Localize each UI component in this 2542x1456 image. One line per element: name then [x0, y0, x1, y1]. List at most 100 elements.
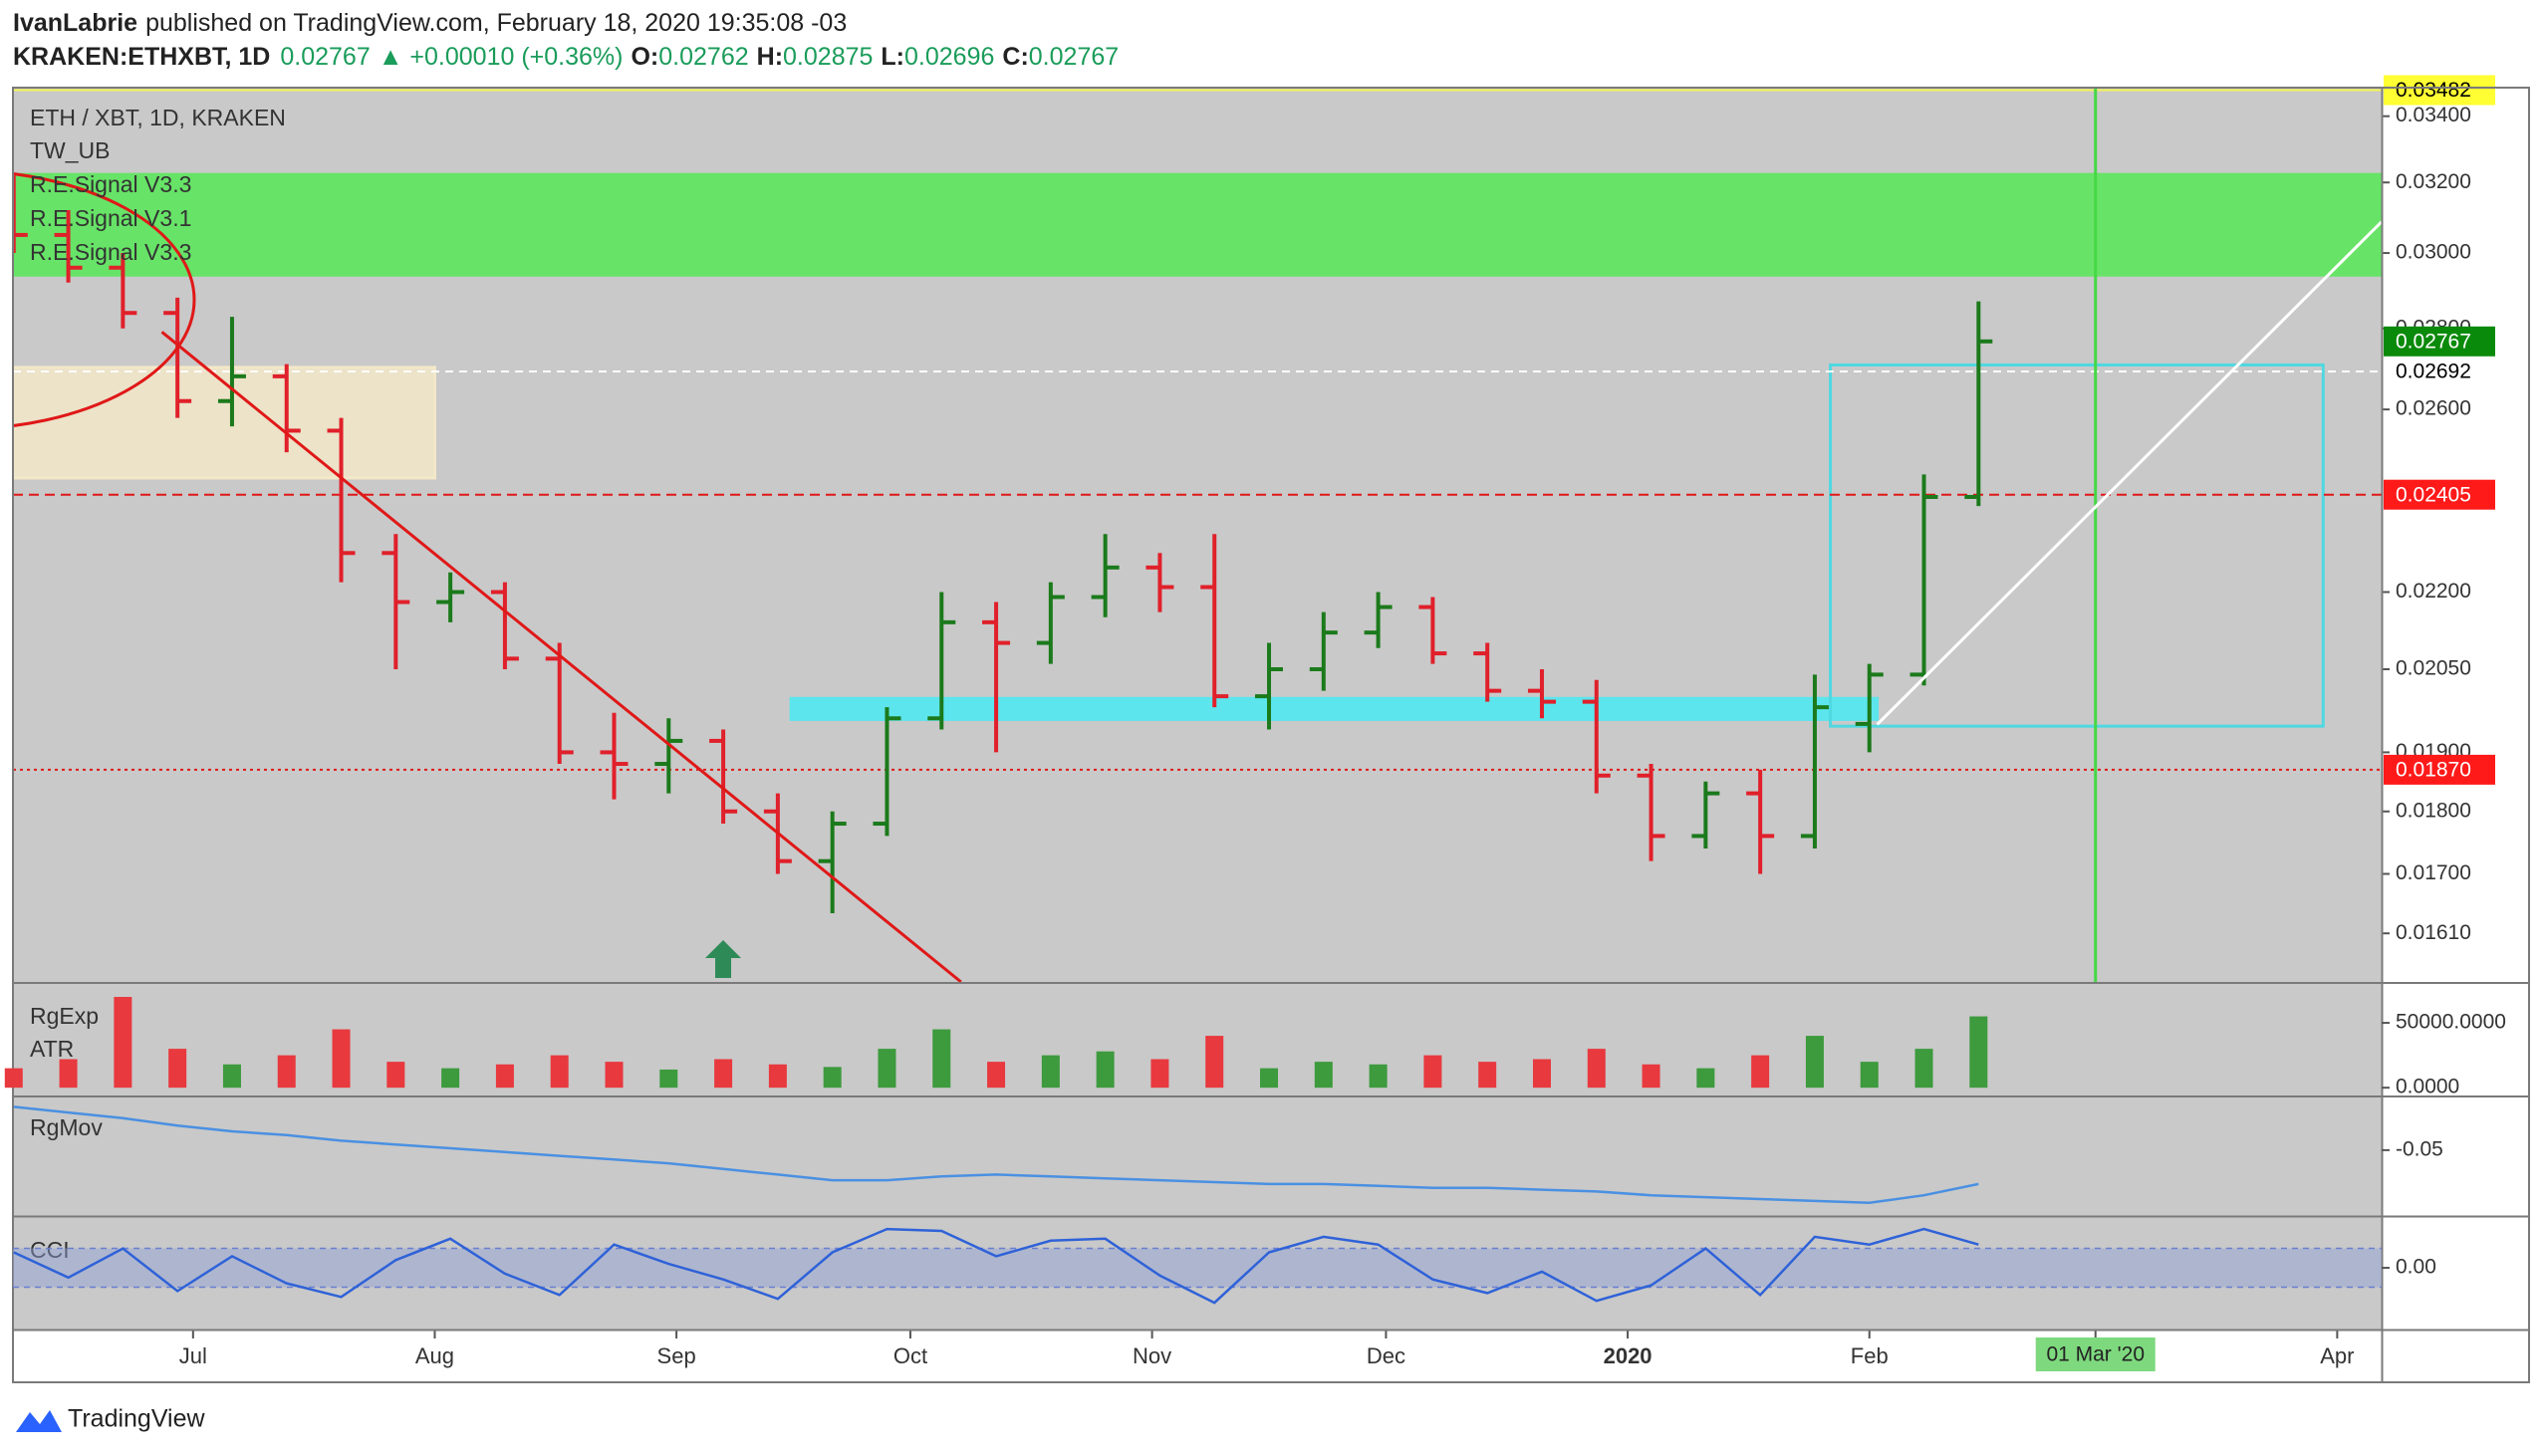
x-tick-label: Dec	[1367, 1343, 1405, 1368]
x-tick-label: Apr	[2320, 1343, 2354, 1368]
indicator-label: R.E.Signal V3.3	[30, 239, 191, 265]
volume-bar	[1805, 1036, 1824, 1089]
ohlc-value: 0.02875	[783, 43, 873, 71]
price-label: 0.02405	[2396, 483, 2471, 506]
volume-bar	[1478, 1062, 1497, 1089]
ohlc-label: L:	[881, 43, 904, 71]
price-label-box	[2384, 356, 2495, 386]
time-label-box	[2035, 1337, 2156, 1371]
header-line: IvanLabrie published on TradingView.com, …	[13, 9, 847, 37]
indicator-line	[13, 1105, 1979, 1205]
ohlc-value: 0.02696	[904, 43, 994, 71]
x-tick-label: 2020	[1604, 1343, 1652, 1368]
ohlc-label: O:	[631, 43, 658, 71]
volume-bar	[4, 1068, 23, 1089]
price-label: 0.02767	[2396, 330, 2471, 353]
rgmov-pane	[13, 1097, 2382, 1216]
y-tick-label: 0.02050	[2396, 657, 2471, 680]
buy-arrow	[705, 940, 741, 978]
y-tick-label: 0.02600	[2396, 397, 2471, 420]
volume-bar	[550, 1055, 569, 1089]
volume-bar	[1150, 1059, 1169, 1089]
x-tick-label: Jul	[179, 1343, 207, 1368]
y-tick-label: -0.05	[2396, 1137, 2443, 1160]
volume-bar	[1860, 1062, 1879, 1089]
y-tick-label: 0.01800	[2396, 799, 2471, 822]
volume-bar	[605, 1062, 624, 1089]
volume-bar	[987, 1062, 1006, 1089]
volume-bar	[768, 1064, 787, 1089]
logo	[16, 1410, 62, 1432]
y-tick-label: 0.03200	[2396, 170, 2471, 193]
volume-bar	[222, 1064, 241, 1089]
cci-pane	[13, 1217, 2382, 1330]
x-tick-label: Feb	[1851, 1343, 1889, 1368]
price-label-box	[2384, 754, 2495, 785]
drawings-back	[13, 88, 2382, 982]
indicator-line	[13, 1227, 1979, 1305]
volume-bar	[659, 1069, 678, 1089]
series	[13, 175, 1993, 913]
price-label-box	[2384, 479, 2495, 510]
y-tick-label: 0.02200	[2396, 580, 2471, 603]
brand: TradingView	[68, 1405, 206, 1433]
volume-bar	[714, 1059, 733, 1089]
price-label: 0.01870	[2396, 758, 2471, 781]
volume-bar	[878, 1049, 896, 1089]
chart-title: ETH / XBT, 1D, KRAKEN	[30, 105, 286, 130]
ohlc-value: 0.02767	[1029, 43, 1119, 71]
zone	[13, 172, 2382, 277]
symbol: KRAKEN:ETHXBT, 1D	[13, 43, 270, 71]
volume-bar	[1642, 1064, 1660, 1089]
volume-bar	[823, 1067, 842, 1089]
ellipse-drawing	[13, 171, 196, 428]
header-line: KRAKEN:ETHXBT, 1D 0.02767 ▲ +0.00010 (+0.3…	[13, 43, 1119, 71]
frame	[12, 87, 2530, 1383]
trend-line	[160, 331, 962, 982]
pane-label: RgExp	[30, 1003, 99, 1029]
volume-bar	[1587, 1049, 1606, 1089]
y-tick-label: 0.0000	[2396, 1076, 2459, 1098]
y-tick-label: 0.03000	[2396, 241, 2471, 264]
published: published on TradingView.com, February 1…	[145, 9, 847, 37]
x-tick-label: Nov	[1133, 1343, 1171, 1368]
volume-bar	[168, 1049, 187, 1089]
volume-bar	[1041, 1055, 1060, 1089]
ohlc-label: H:	[757, 43, 783, 71]
x-tick-label: Oct	[893, 1343, 927, 1368]
change: ▲ +0.00010 (+0.36%)	[379, 43, 624, 71]
indicator-label: TW_UB	[30, 137, 111, 163]
y-tick-label: 50000.0000	[2396, 1011, 2506, 1034]
time-label: 01 Mar '20	[2046, 1343, 2145, 1366]
volume-pane	[13, 984, 2382, 1095]
last-price: 0.02767	[280, 43, 370, 71]
pane-label: RgMov	[30, 1114, 103, 1140]
price-label: 0.03482	[2396, 79, 2471, 102]
volume-bar	[332, 1029, 351, 1089]
axes: 0.034000.032000.030000.028000.026000.022…	[179, 75, 2495, 1371]
volume-bar	[114, 997, 132, 1089]
volume-bar	[495, 1064, 514, 1089]
indicator-label: R.E.Signal V3.3	[30, 171, 191, 197]
author: IvanLabrie	[13, 9, 137, 37]
pane-label: ATR	[30, 1036, 74, 1062]
box-drawing	[1829, 363, 2325, 728]
volume-bar	[1260, 1068, 1279, 1089]
volume-bar	[1205, 1036, 1224, 1089]
volume-bar	[1096, 1051, 1115, 1089]
volume-bar	[1369, 1064, 1388, 1089]
drawings-front	[13, 171, 2382, 982]
volume-bar	[441, 1068, 460, 1089]
volume-bar	[277, 1055, 296, 1089]
ohlc-value: 0.02762	[658, 43, 748, 71]
price-label-box	[2384, 326, 2495, 357]
volume-bar	[1423, 1055, 1442, 1089]
logo-mark	[16, 1410, 62, 1432]
y-tick-label: 0.00	[2396, 1256, 2436, 1279]
indicator-label: R.E.Signal V3.1	[30, 205, 191, 231]
volume-bar	[1696, 1068, 1715, 1089]
trend-line	[1876, 220, 2382, 726]
cci-band	[13, 1248, 2382, 1288]
ohlc-label: C:	[1002, 43, 1028, 71]
